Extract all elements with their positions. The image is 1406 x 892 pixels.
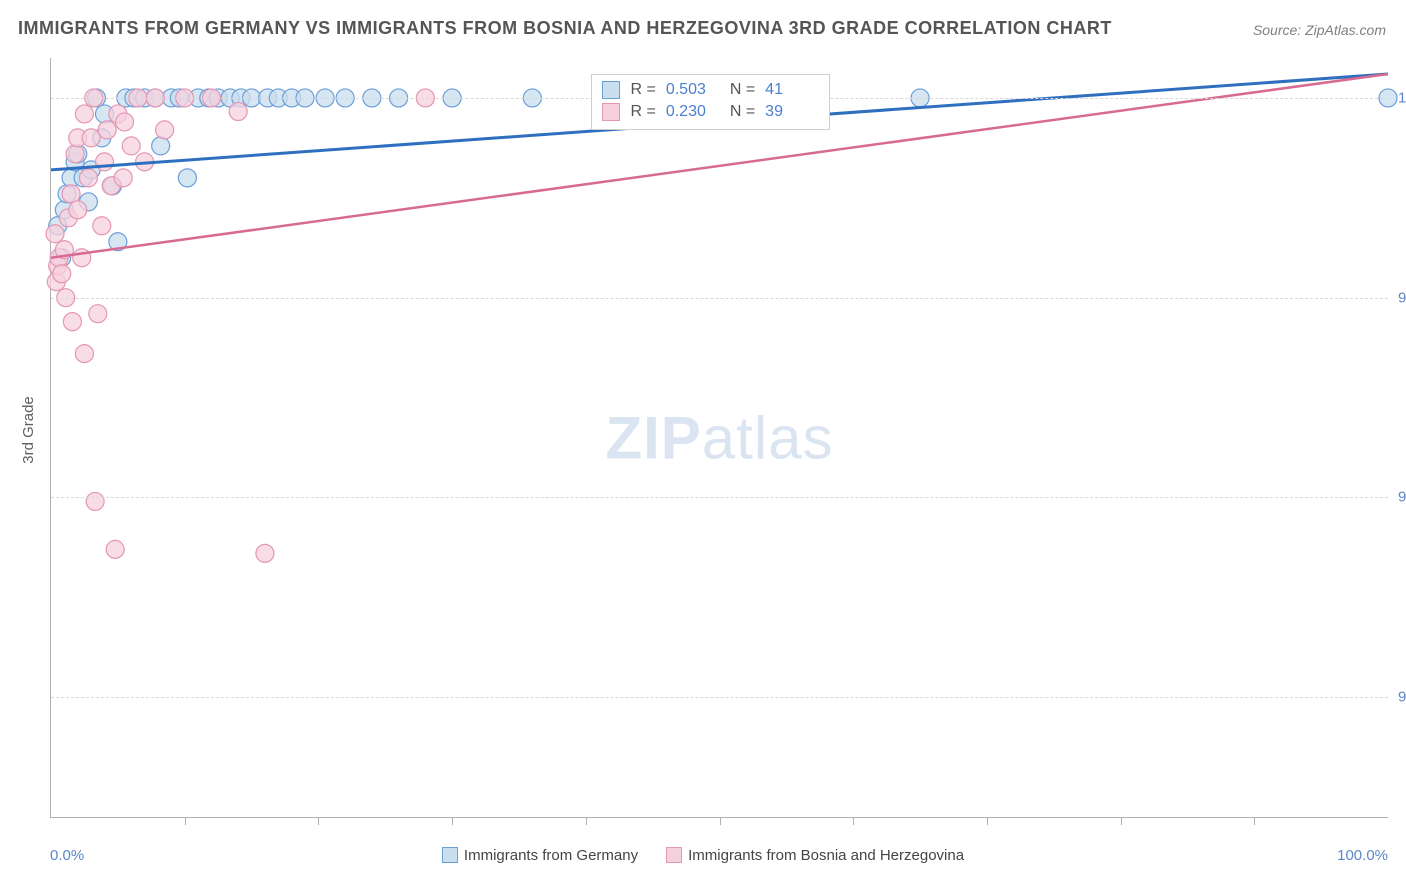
- data-point: [152, 137, 170, 155]
- stats-legend-row: R = 0.230 N = 39: [602, 101, 819, 123]
- legend-swatch: [442, 847, 458, 863]
- n-label: N =: [730, 103, 755, 121]
- n-value: 39: [765, 103, 819, 121]
- stats-legend: R = 0.503 N = 41 R = 0.230 N = 39: [591, 74, 830, 130]
- legend-label: Immigrants from Bosnia and Herzegovina: [688, 847, 964, 864]
- x-tick: [853, 817, 854, 825]
- x-tick: [1254, 817, 1255, 825]
- data-point: [62, 185, 80, 203]
- x-tick: [1121, 817, 1122, 825]
- data-point: [256, 544, 274, 562]
- x-tick-label-min: 0.0%: [50, 847, 84, 864]
- source-attribution: Source: ZipAtlas.com: [1253, 22, 1386, 38]
- data-point: [178, 169, 196, 187]
- y-tick-label: 97.5%: [1398, 289, 1406, 306]
- x-tick: [452, 817, 453, 825]
- legend-item: Immigrants from Germany: [442, 847, 638, 864]
- data-point: [95, 153, 113, 171]
- x-tick: [318, 817, 319, 825]
- data-point: [46, 225, 64, 243]
- data-point: [53, 265, 71, 283]
- data-point: [79, 169, 97, 187]
- data-point: [122, 137, 140, 155]
- data-point: [156, 121, 174, 139]
- stats-legend-row: R = 0.503 N = 41: [602, 79, 819, 101]
- r-label: R =: [630, 81, 655, 99]
- data-point: [82, 129, 100, 147]
- y-tick-label: 92.5%: [1398, 689, 1406, 706]
- data-point: [114, 169, 132, 187]
- legend-swatch: [666, 847, 682, 863]
- y-tick-label: 100.0%: [1398, 89, 1406, 106]
- legend-swatch: [602, 81, 620, 99]
- x-tick: [586, 817, 587, 825]
- data-point: [75, 105, 93, 123]
- x-tick: [185, 817, 186, 825]
- gridline-h: [51, 298, 1388, 299]
- legend-bottom: Immigrants from Germany Immigrants from B…: [0, 847, 1406, 864]
- data-point: [86, 492, 104, 510]
- data-point: [116, 113, 134, 131]
- data-point: [63, 313, 81, 331]
- x-tick: [720, 817, 721, 825]
- data-point: [93, 217, 111, 235]
- data-point: [89, 305, 107, 323]
- y-tick-label: 95.0%: [1398, 489, 1406, 506]
- gridline-h: [51, 497, 1388, 498]
- gridline-h: [51, 697, 1388, 698]
- data-point: [75, 345, 93, 363]
- r-value: 0.230: [666, 103, 720, 121]
- y-axis-label: 3rd Grade: [20, 396, 37, 464]
- data-point: [69, 201, 87, 219]
- legend-swatch: [602, 103, 620, 121]
- n-label: N =: [730, 81, 755, 99]
- plot-area: ZIPatlas 100.0%97.5%95.0%92.5%: [50, 58, 1388, 818]
- data-point: [98, 121, 116, 139]
- legend-item: Immigrants from Bosnia and Herzegovina: [666, 847, 964, 864]
- r-label: R =: [630, 103, 655, 121]
- data-point: [106, 540, 124, 558]
- x-tick-label-max: 100.0%: [1337, 847, 1388, 864]
- chart-title: IMMIGRANTS FROM GERMANY VS IMMIGRANTS FR…: [18, 18, 1112, 39]
- data-point: [229, 103, 247, 121]
- r-value: 0.503: [666, 81, 720, 99]
- data-point: [66, 145, 84, 163]
- scatter-svg: [51, 58, 1388, 817]
- x-tick: [987, 817, 988, 825]
- n-value: 41: [765, 81, 819, 99]
- legend-label: Immigrants from Germany: [464, 847, 638, 864]
